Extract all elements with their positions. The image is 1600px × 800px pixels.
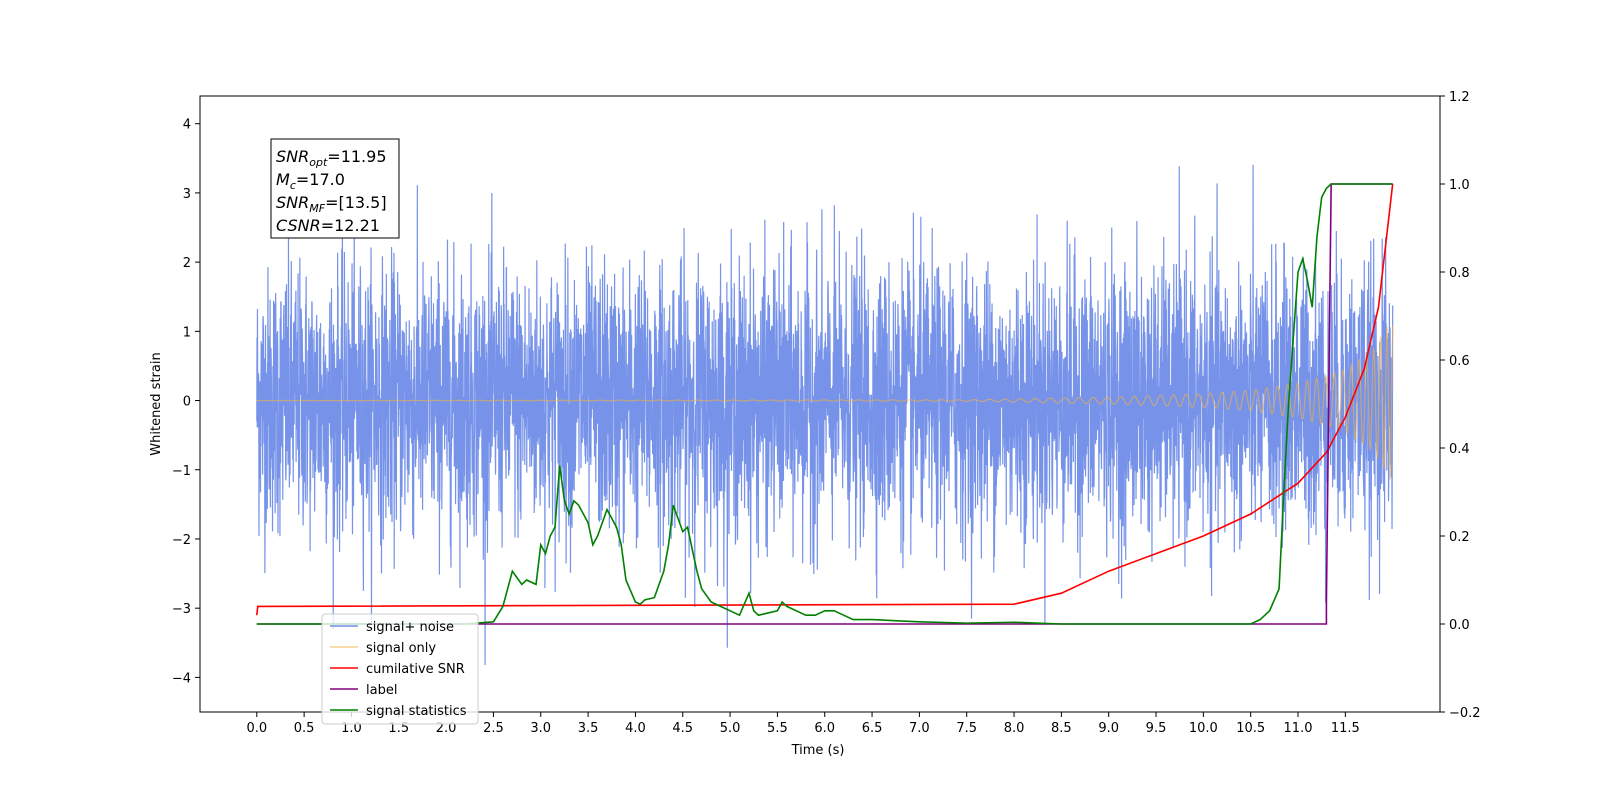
- y2-tick-label: 0.4: [1449, 442, 1470, 457]
- x-tick-label: 8.0: [1004, 721, 1025, 736]
- x-tick-label: 4.0: [625, 721, 646, 736]
- y2-tick-label: 0.2: [1449, 530, 1470, 545]
- plot-frame: [199, 95, 1441, 713]
- legend-frame: [321, 613, 479, 725]
- x-tick-label: 6.0: [814, 721, 835, 736]
- y-tick-label: 3: [183, 187, 191, 202]
- x-tick-label: 10.5: [1236, 721, 1265, 736]
- y-tick-label: 4: [183, 118, 191, 133]
- legend-label: cumilative SNR: [366, 662, 465, 677]
- x-tick-label: 11.0: [1284, 721, 1313, 736]
- y-tick-label: 0: [183, 395, 191, 410]
- y-tick-label: 2: [183, 256, 191, 271]
- annotation-line: SNRMF=[13.5]: [276, 193, 387, 215]
- x-tick-label: 2.5: [483, 721, 504, 736]
- y-tick-label: −3: [172, 602, 191, 617]
- y2-tick-label: −0.2: [1449, 706, 1481, 721]
- x-tick-label: 8.5: [1051, 721, 1072, 736]
- series-signal-noise: [256, 164, 1394, 665]
- x-tick-label: 9.5: [1146, 721, 1167, 736]
- y2-tick-label: 1.2: [1449, 90, 1470, 105]
- legend-label: label: [366, 683, 397, 698]
- y2-tick-label: 0.6: [1449, 354, 1470, 369]
- y-axis-right: 1.2 1.0 0.8 0.6 0.4 0.2 0.0 −0.2: [1440, 90, 1481, 721]
- annotation-line: SNRopt=11.95: [276, 147, 387, 169]
- y-tick-label: −4: [172, 671, 191, 686]
- x-tick-label: 10.0: [1189, 721, 1218, 736]
- x-tick-label: 9.0: [1098, 721, 1119, 736]
- x-tick-label: 1.5: [388, 721, 409, 736]
- series-signal-statistics: [256, 183, 1393, 625]
- x-tick-label: 2.0: [436, 721, 457, 736]
- y-tick-label: 1: [183, 325, 191, 340]
- plot-area: [255, 164, 1394, 665]
- series-cumulative-snr: [255, 183, 1394, 616]
- annotation-box: SNRopt=11.95Mc=17.0SNRMF=[13.5]CSNR=12.2…: [270, 138, 400, 239]
- series-signal-only: [256, 325, 1394, 480]
- y2-tick-label: 0.8: [1449, 266, 1470, 281]
- x-tick-label: 7.0: [909, 721, 930, 736]
- x-tick-label: 3.5: [578, 721, 599, 736]
- y2-tick-label: 1.0: [1449, 178, 1470, 193]
- legend-label: signal statistics: [366, 704, 467, 719]
- y-axis-label: Whitened strain: [149, 352, 164, 455]
- x-tick-label: 11.5: [1331, 721, 1360, 736]
- x-tick-label: 5.5: [767, 721, 788, 736]
- y-tick-label: −2: [172, 533, 191, 548]
- x-axis-label: Time (s): [791, 743, 845, 758]
- legend-label: signal only: [366, 641, 436, 656]
- x-axis: 0.0 0.5 1.0 1.5 2.0 2.5 3.0 3.5 4.0 4.5 5.0 5.5 6.0 6…: [246, 712, 1360, 736]
- x-tick-label: 7.5: [956, 721, 977, 736]
- y-tick-label: −1: [172, 464, 191, 479]
- x-tick-label: 0.0: [246, 721, 267, 736]
- annotation-line: CSNR=12.21: [276, 216, 380, 235]
- x-tick-label: 5.0: [720, 721, 741, 736]
- x-tick-label: 4.5: [672, 721, 693, 736]
- x-tick-label: 6.5: [862, 721, 883, 736]
- y-axis-left: 4 3 2 1 0 −1 −2 −3 −4: [172, 118, 200, 686]
- legend-label: signal+ noise: [366, 620, 454, 635]
- x-tick-label: 0.5: [294, 721, 315, 736]
- legend: signal+ noise signal only cumilative SNR la…: [321, 613, 479, 725]
- y2-tick-label: 0.0: [1449, 618, 1470, 633]
- x-tick-label: 1.0: [341, 721, 362, 736]
- annotation-line: Mc=17.0: [276, 170, 345, 192]
- annotation-frame: [270, 138, 400, 239]
- x-tick-label: 3.0: [530, 721, 551, 736]
